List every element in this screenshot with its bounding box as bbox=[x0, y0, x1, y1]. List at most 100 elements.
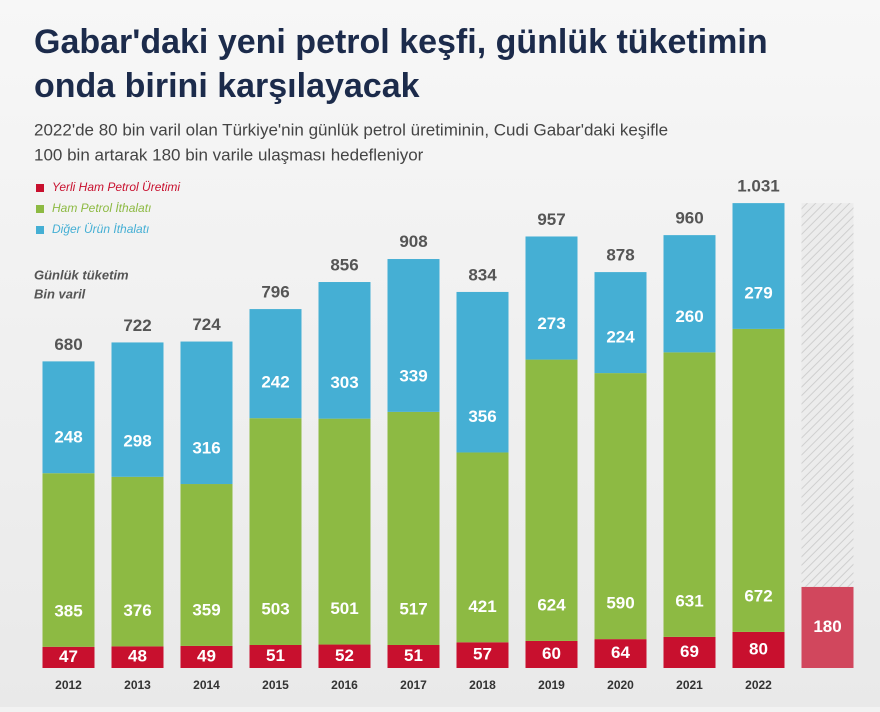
x-tick-label: 2014 bbox=[193, 678, 220, 692]
total-label: 796 bbox=[261, 283, 289, 302]
x-tick-label: 2016 bbox=[331, 678, 358, 692]
total-label: 1.031 bbox=[737, 177, 780, 196]
bar-segment bbox=[318, 418, 371, 645]
data-label: 339 bbox=[399, 366, 427, 385]
bar-segment bbox=[42, 473, 95, 647]
bar-segment bbox=[42, 646, 95, 668]
data-label: 47 bbox=[59, 647, 78, 666]
bar-segment bbox=[663, 352, 716, 637]
data-label: 248 bbox=[54, 428, 82, 447]
bar-segment bbox=[456, 642, 509, 668]
data-label: 52 bbox=[335, 646, 354, 665]
bar-segment bbox=[594, 639, 647, 668]
chart-title: onda birini karşılayacak bbox=[34, 67, 420, 105]
bar-segment bbox=[525, 640, 578, 668]
legend-swatch bbox=[36, 184, 44, 192]
x-tick-label: 2018 bbox=[469, 678, 496, 692]
bar-segment bbox=[663, 636, 716, 668]
data-label: 57 bbox=[473, 645, 492, 664]
x-tick-label: 2012 bbox=[55, 678, 82, 692]
legend-label: Yerli Ham Petrol Üretimi bbox=[52, 180, 180, 194]
bar-segment bbox=[180, 645, 233, 668]
total-label: 878 bbox=[606, 246, 634, 265]
total-label: 908 bbox=[399, 232, 427, 251]
data-label: 376 bbox=[123, 601, 151, 620]
data-label: 273 bbox=[537, 314, 565, 333]
bar-segment bbox=[456, 452, 509, 643]
bar-segment bbox=[732, 328, 785, 632]
data-label: 60 bbox=[542, 644, 561, 663]
bar-segment bbox=[180, 341, 233, 485]
chart-title: Gabar'daki yeni petrol keşfi, günlük tük… bbox=[34, 23, 768, 61]
bar-segment bbox=[111, 476, 164, 647]
data-label: 279 bbox=[744, 283, 772, 302]
data-label: 64 bbox=[611, 643, 630, 662]
bar-segment bbox=[249, 418, 302, 646]
data-label: 48 bbox=[128, 647, 147, 666]
bar-segment bbox=[318, 644, 371, 668]
bar-segment bbox=[525, 359, 578, 641]
bar-segment bbox=[318, 282, 371, 419]
total-label: 960 bbox=[675, 209, 703, 228]
x-tick-label: 2017 bbox=[400, 678, 427, 692]
legend-label: Ham Petrol İthalatı bbox=[52, 201, 151, 215]
x-tick-label: 2015 bbox=[262, 678, 289, 692]
data-label: 631 bbox=[675, 591, 703, 610]
total-label: 856 bbox=[330, 256, 358, 275]
legend-swatch bbox=[36, 226, 44, 234]
data-label: 359 bbox=[192, 600, 220, 619]
x-tick-label: 2019 bbox=[538, 678, 565, 692]
subtitle: 2022'de 80 bin varil olan Türkiye'nin gü… bbox=[34, 120, 668, 139]
bar-segment bbox=[387, 645, 440, 668]
data-label: 242 bbox=[261, 373, 289, 392]
bar-segment bbox=[732, 631, 785, 668]
y-axis-label: Günlük tüketim bbox=[34, 267, 129, 282]
data-label: 503 bbox=[261, 599, 289, 618]
legend-swatch bbox=[36, 205, 44, 213]
total-label: 957 bbox=[537, 210, 565, 229]
bar-segment bbox=[663, 235, 716, 353]
bar-segment bbox=[594, 373, 647, 640]
legend-label: Diğer Ürün İthalatı bbox=[52, 222, 149, 236]
target-hatch bbox=[801, 203, 854, 587]
data-label: 80 bbox=[749, 639, 768, 658]
data-label: 51 bbox=[404, 646, 423, 665]
bar-segment bbox=[456, 291, 509, 453]
bar-segment bbox=[525, 236, 578, 360]
x-tick-label: 2022 bbox=[745, 678, 772, 692]
data-label: 260 bbox=[675, 307, 703, 326]
x-tick-label: 2013 bbox=[124, 678, 151, 692]
data-label: 421 bbox=[468, 597, 496, 616]
data-label: 303 bbox=[330, 373, 358, 392]
bar-segment bbox=[594, 272, 647, 374]
total-label: 722 bbox=[123, 316, 151, 335]
total-label: 724 bbox=[192, 315, 221, 334]
data-label: 316 bbox=[192, 439, 220, 458]
total-label: 680 bbox=[54, 335, 82, 354]
bar-segment bbox=[249, 309, 302, 419]
bar-segment bbox=[111, 342, 164, 477]
data-label: 298 bbox=[123, 431, 151, 450]
total-label: 834 bbox=[468, 265, 497, 284]
bar-segment bbox=[249, 645, 302, 668]
subtitle: 100 bin artarak 180 bin varile ulaşması … bbox=[34, 145, 424, 164]
data-label: 672 bbox=[744, 586, 772, 605]
x-tick-label: 2020 bbox=[607, 678, 634, 692]
data-label: 180 bbox=[813, 617, 841, 636]
bar-segment bbox=[387, 411, 440, 646]
bar-segment bbox=[732, 203, 785, 329]
data-label: 624 bbox=[537, 595, 566, 614]
data-label: 385 bbox=[54, 601, 82, 620]
data-label: 224 bbox=[606, 328, 635, 347]
data-label: 69 bbox=[680, 642, 699, 661]
data-label: 49 bbox=[197, 646, 216, 665]
data-label: 51 bbox=[266, 646, 285, 665]
data-label: 590 bbox=[606, 594, 634, 613]
bar-segment bbox=[180, 484, 233, 646]
data-label: 501 bbox=[330, 599, 358, 618]
bar-segment bbox=[111, 646, 164, 668]
data-label: 517 bbox=[399, 599, 427, 618]
bar-segment bbox=[801, 586, 854, 668]
bar-segment bbox=[42, 361, 95, 474]
data-label: 356 bbox=[468, 407, 496, 426]
